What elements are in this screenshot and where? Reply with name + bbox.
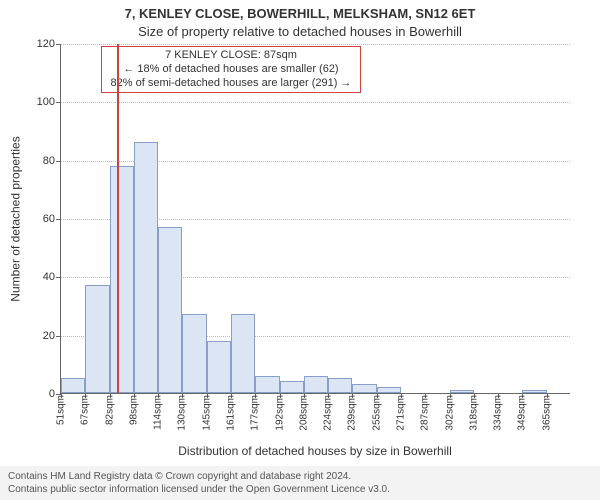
x-tick-label: 192sqm <box>274 395 285 431</box>
x-tick-label: 82sqm <box>104 395 115 425</box>
histogram-bar <box>280 381 304 393</box>
reference-line <box>117 44 119 393</box>
histogram-bar <box>182 314 206 393</box>
x-tick-label: 208sqm <box>298 395 309 431</box>
chart-subtitle: Size of property relative to detached ho… <box>0 24 600 39</box>
histogram-bar <box>255 376 279 394</box>
attribution-footer: Contains HM Land Registry data © Crown c… <box>0 466 600 500</box>
x-tick-label: 334sqm <box>493 395 504 431</box>
y-tick-label: 40 <box>21 271 55 283</box>
x-tick-label: 255sqm <box>371 395 382 431</box>
histogram-bar <box>134 142 158 393</box>
callout-line-1: 7 KENLEY CLOSE: 87sqm <box>108 49 354 63</box>
x-tick-label: 271sqm <box>396 395 407 431</box>
chart-plot-area: 7 KENLEY CLOSE: 87sqm ← 18% of detached … <box>60 44 570 394</box>
y-tick-label: 100 <box>21 96 55 108</box>
x-tick-label: 67sqm <box>80 395 91 425</box>
y-tick-label: 60 <box>21 213 55 225</box>
chart-title: 7, KENLEY CLOSE, BOWERHILL, MELKSHAM, SN… <box>0 6 600 21</box>
callout-box: 7 KENLEY CLOSE: 87sqm ← 18% of detached … <box>101 46 361 93</box>
x-axis-label: Distribution of detached houses by size … <box>60 444 570 458</box>
y-tick-label: 120 <box>21 38 55 50</box>
histogram-bar <box>304 376 328 394</box>
x-tick-label: 365sqm <box>541 395 552 431</box>
footer-line-2: Contains public sector information licen… <box>8 483 592 496</box>
histogram-bar <box>110 166 134 394</box>
y-tick <box>56 336 61 337</box>
histogram-bar <box>231 314 255 393</box>
callout-line-3: 82% of semi-detached houses are larger (… <box>108 77 354 91</box>
x-tick-label: 302sqm <box>444 395 455 431</box>
x-tick-label: 177sqm <box>250 395 261 431</box>
x-tick-label: 239sqm <box>347 395 358 431</box>
x-tick-label: 318sqm <box>468 395 479 431</box>
histogram-bar <box>158 227 182 393</box>
histogram-bar <box>450 390 474 393</box>
x-tick-label: 145sqm <box>201 395 212 431</box>
callout-line-2: ← 18% of detached houses are smaller (62… <box>108 63 354 77</box>
histogram-bar <box>377 387 401 393</box>
x-tick-label: 114sqm <box>153 395 164 430</box>
y-tick <box>56 102 61 103</box>
x-tick-label: 349sqm <box>517 395 528 431</box>
histogram-bar <box>207 341 231 394</box>
x-tick-label: 51sqm <box>56 395 67 425</box>
y-tick <box>56 44 61 45</box>
x-tick-label: 98sqm <box>128 395 139 425</box>
x-tick-label: 224sqm <box>323 395 334 431</box>
y-tick <box>56 161 61 162</box>
histogram-bar <box>352 384 376 393</box>
y-tick-label: 80 <box>21 155 55 167</box>
histogram-bar <box>328 378 352 393</box>
x-tick-label: 287sqm <box>420 395 431 431</box>
footer-line-1: Contains HM Land Registry data © Crown c… <box>8 470 592 483</box>
y-tick-label: 0 <box>21 388 55 400</box>
histogram-bar <box>61 378 85 393</box>
x-tick-label: 161sqm <box>226 395 237 431</box>
histogram-bar <box>85 285 109 393</box>
y-tick <box>56 219 61 220</box>
y-tick <box>56 277 61 278</box>
gridline <box>61 44 570 45</box>
gridline <box>61 102 570 103</box>
histogram-bar <box>522 390 546 393</box>
y-tick-label: 20 <box>21 330 55 342</box>
x-tick-label: 130sqm <box>177 395 188 431</box>
